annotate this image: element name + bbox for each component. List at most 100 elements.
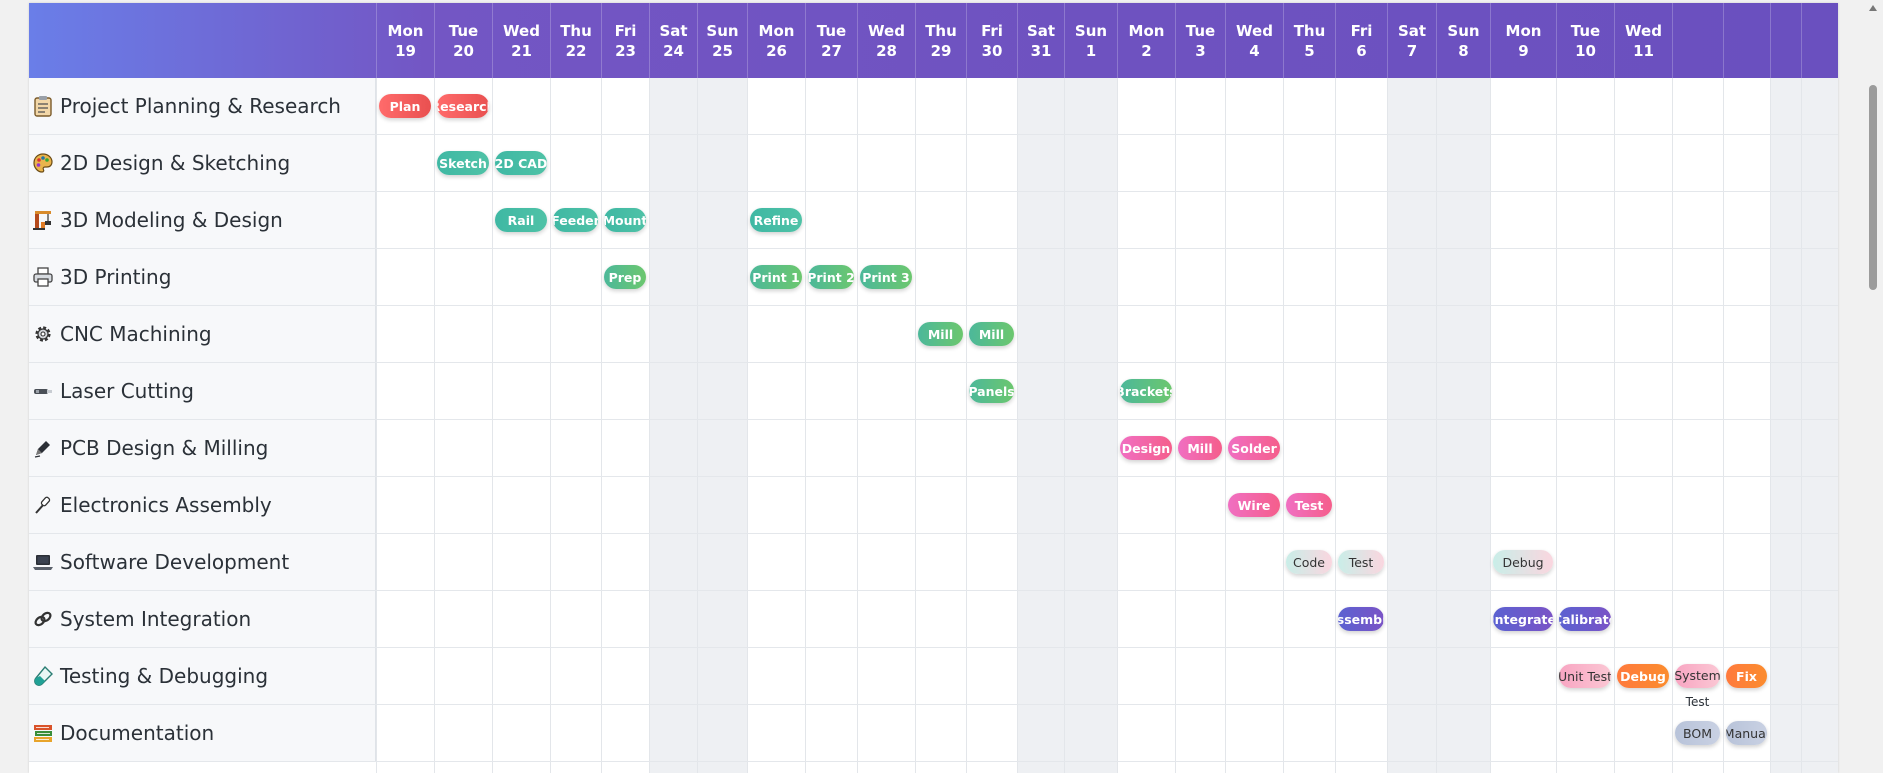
- day-of-week: Tue: [448, 21, 479, 40]
- task-pill[interactable]: Print 2: [808, 265, 854, 289]
- grid-line: [1556, 78, 1557, 773]
- task-pill[interactable]: Unit Test: [1559, 664, 1611, 688]
- task-pill[interactable]: Plan: [379, 94, 431, 118]
- day-number: 28: [876, 41, 897, 60]
- task-row: System Integration Assemble IntegrateCalib…: [29, 591, 1838, 648]
- task-pill-label: System: [1675, 664, 1720, 688]
- task-row: 3D Modeling & Design Rail Feeder Mount Refin…: [29, 192, 1838, 249]
- row-label-cell: PCB Design & Milling: [29, 420, 376, 476]
- day-of-week: Sat: [1026, 21, 1056, 40]
- day-header: Tue 27: [805, 3, 857, 78]
- day-header: Sat 31: [1017, 3, 1064, 78]
- day-number: 7: [1406, 41, 1418, 60]
- task-pill[interactable]: Test: [1286, 493, 1332, 517]
- scroll-up-arrow-icon[interactable]: [1869, 5, 1877, 11]
- day-header: Wed 21: [492, 3, 550, 78]
- task-pill[interactable]: Research: [437, 94, 489, 118]
- task-pill[interactable]: Mill: [1178, 436, 1222, 460]
- task-pill[interactable]: Mill: [918, 322, 963, 346]
- task-pill[interactable]: System Test: [1675, 664, 1720, 709]
- task-pill[interactable]: Fix: [1726, 664, 1767, 688]
- grid-line: [915, 78, 916, 773]
- task-pill[interactable]: Test: [1338, 550, 1384, 574]
- task-pill[interactable]: BOM: [1675, 721, 1720, 745]
- day-header: Fri 6: [1335, 3, 1387, 78]
- task-pill[interactable]: Panels: [969, 379, 1014, 403]
- task-pill[interactable]: Manual: [1726, 721, 1767, 745]
- row-label-cell: Testing & Debugging: [29, 648, 376, 704]
- grid-line: [1175, 78, 1176, 773]
- day-of-week: Fri: [614, 21, 637, 40]
- task-pill[interactable]: Print 1: [750, 265, 802, 289]
- day-of-week: Mon: [387, 21, 424, 40]
- weekend-column: [1770, 78, 1801, 773]
- task-pill[interactable]: Wire: [1228, 493, 1280, 517]
- task-pill[interactable]: Solder: [1228, 436, 1280, 460]
- day-header-blank: [1801, 3, 1838, 78]
- row-label: PCB Design & Milling: [60, 436, 269, 460]
- task-pill[interactable]: Debug: [1617, 664, 1669, 688]
- row-label: 3D Modeling & Design: [60, 208, 283, 232]
- day-header-blank: [1770, 3, 1801, 78]
- day-of-week: Wed: [1236, 21, 1273, 40]
- day-of-week: Thu: [925, 21, 957, 40]
- row-label: Electronics Assembly: [60, 493, 272, 517]
- task-pill[interactable]: Refine: [750, 208, 802, 232]
- scrollbar-thumb[interactable]: [1869, 85, 1877, 290]
- task-pill[interactable]: Integrate: [1493, 607, 1553, 631]
- task-pill[interactable]: Rail: [495, 208, 547, 232]
- day-of-week: Sun: [706, 21, 739, 40]
- task-pill[interactable]: Code: [1286, 550, 1332, 574]
- day-header: Thu 5: [1283, 3, 1335, 78]
- task-pill[interactable]: Mount: [604, 208, 646, 232]
- row-label: CNC Machining: [60, 322, 212, 346]
- task-pill[interactable]: Print 3: [860, 265, 912, 289]
- day-header: Wed 11: [1614, 3, 1672, 78]
- day-number: 23: [615, 41, 636, 60]
- grid-line: [1117, 78, 1118, 773]
- day-of-week: Mon: [1505, 21, 1542, 40]
- row-label-cell: CNC Machining: [29, 306, 376, 362]
- task-pill-label-continued: Test: [1685, 695, 1710, 709]
- row-label: 3D Printing: [60, 265, 172, 289]
- day-header: Thu 29: [915, 3, 966, 78]
- day-of-week: Tue: [1570, 21, 1601, 40]
- grid-line: [1801, 78, 1802, 773]
- grid-line: [1225, 78, 1226, 773]
- crane-icon: [32, 209, 54, 231]
- task-pill[interactable]: Calibrate: [1559, 607, 1611, 631]
- task-pill[interactable]: Feeder: [553, 208, 598, 232]
- task-pill[interactable]: Assemble: [1338, 607, 1384, 631]
- row-label-cell: Documentation: [29, 705, 376, 761]
- day-of-week: Thu: [1293, 21, 1326, 40]
- day-header: Sun 1: [1064, 3, 1117, 78]
- day-of-week: Sun: [1074, 21, 1108, 40]
- task-pill[interactable]: Prep: [604, 265, 646, 289]
- day-header: Thu 22: [550, 3, 601, 78]
- row-label: Laser Cutting: [60, 379, 194, 403]
- grid-line: [1490, 78, 1491, 773]
- test-tube-icon: [32, 665, 54, 687]
- task-pill[interactable]: Mill: [969, 322, 1014, 346]
- day-of-week: Mon: [1128, 21, 1165, 40]
- row-label-cell: Software Development: [29, 534, 376, 590]
- clipboard-icon: [32, 95, 54, 117]
- day-number: 3: [1195, 41, 1206, 60]
- task-pill[interactable]: Brackets: [1120, 379, 1172, 403]
- gantt-chart: Mon 19 Tue 20 Wed 21 Thu 22 Fri 23 Sat 24 Sun 25 Mon 26…: [29, 3, 1838, 773]
- day-number: 29: [930, 41, 952, 60]
- day-number: 9: [1518, 41, 1529, 60]
- task-row: Documentation BOM Manual: [29, 705, 1838, 762]
- task-pill[interactable]: Design: [1120, 436, 1172, 460]
- vertical-scrollbar[interactable]: [1864, 0, 1883, 773]
- day-number: 1: [1085, 41, 1097, 60]
- day-header: Tue 3: [1175, 3, 1225, 78]
- row-label-cell: Electronics Assembly: [29, 477, 376, 533]
- task-pill[interactable]: Sketch: [437, 151, 489, 175]
- task-pill[interactable]: Debug: [1493, 550, 1553, 574]
- task-pill[interactable]: 2D CAD: [495, 151, 547, 175]
- laptop-icon: [32, 551, 54, 573]
- grid-line: [747, 78, 748, 773]
- day-header: Tue 10: [1556, 3, 1614, 78]
